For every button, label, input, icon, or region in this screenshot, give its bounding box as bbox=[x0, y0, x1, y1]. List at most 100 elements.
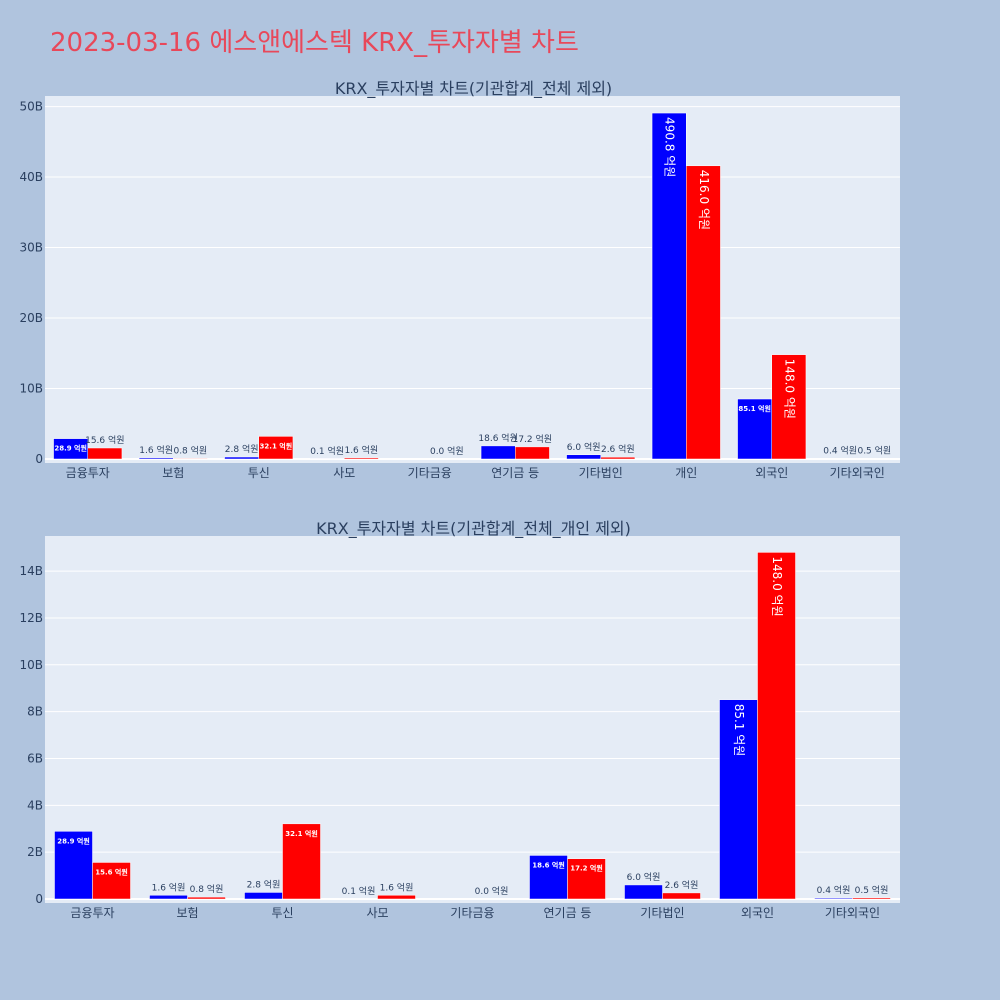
data-label: 1.6 억원 bbox=[344, 444, 378, 456]
bar-red bbox=[377, 895, 416, 900]
chart-title: KRX_투자자별 차트(기관합계_전체 제외) bbox=[335, 79, 612, 99]
data-label: 85.1 억원 bbox=[738, 404, 771, 413]
bar-red bbox=[515, 446, 550, 460]
bar-red bbox=[567, 858, 606, 900]
data-label: 0.0 억원 bbox=[430, 445, 464, 457]
y-tick-label: 0 bbox=[35, 452, 43, 466]
data-label: 1.6 억원 bbox=[380, 881, 414, 893]
data-label: 0.1 억원 bbox=[310, 445, 344, 457]
x-tick-label: 사모 bbox=[333, 466, 355, 480]
data-label: 18.6 억원 bbox=[478, 432, 517, 444]
bar-blue bbox=[54, 831, 93, 900]
bar-red bbox=[757, 552, 796, 900]
data-label: 0.0 억원 bbox=[475, 885, 509, 897]
bar-blue bbox=[566, 454, 601, 460]
x-tick-label: 기타법인 bbox=[640, 906, 684, 920]
data-label: 2.6 억원 bbox=[665, 879, 699, 891]
data-label: 28.9 억원 bbox=[57, 836, 90, 845]
data-label: 1.6 억원 bbox=[139, 444, 173, 456]
bar-red bbox=[282, 823, 321, 900]
data-label: 28.9 억원 bbox=[54, 444, 87, 453]
x-tick-label: 개인 bbox=[675, 466, 697, 480]
y-tick-label: 6B bbox=[27, 751, 43, 765]
y-tick-label: 10B bbox=[19, 658, 43, 672]
x-tick-label: 보험 bbox=[162, 466, 184, 480]
data-label: 15.6 억원 bbox=[85, 434, 124, 446]
data-label: 416.0 억원 bbox=[697, 170, 711, 230]
page-title: 2023-03-16 에스앤에스텍 KRX_투자자별 차트 bbox=[50, 28, 579, 58]
bar-red bbox=[173, 458, 208, 460]
x-tick-label: 외국인 bbox=[755, 466, 788, 480]
data-label: 490.8 억원 bbox=[663, 117, 677, 177]
data-label: 0.5 억원 bbox=[857, 445, 891, 457]
y-tick-label: 0 bbox=[35, 892, 43, 906]
y-tick-label: 10B bbox=[19, 382, 43, 396]
x-tick-label: 기타금융 bbox=[408, 466, 452, 480]
data-label: 17.2 억원 bbox=[513, 433, 552, 445]
x-tick-label: 금융투자 bbox=[70, 906, 114, 920]
data-label: 2.8 억원 bbox=[225, 443, 259, 455]
bar-red bbox=[600, 456, 636, 460]
bar-red bbox=[686, 165, 721, 460]
data-label: 2.8 억원 bbox=[247, 878, 281, 890]
y-tick-label: 30B bbox=[19, 241, 43, 255]
y-tick-label: 2B bbox=[27, 845, 43, 859]
y-tick-label: 4B bbox=[27, 798, 43, 812]
y-tick-label: 8B bbox=[27, 705, 43, 719]
data-label: 148.0 억원 bbox=[782, 359, 796, 419]
bar-red bbox=[771, 354, 807, 460]
data-label: 17.2 억원 bbox=[570, 864, 603, 873]
x-tick-label: 기타외국인 bbox=[830, 466, 885, 480]
bar-blue bbox=[244, 892, 283, 900]
bar-red bbox=[92, 862, 131, 900]
bar-blue bbox=[814, 897, 853, 900]
data-label: 32.1 억원 bbox=[260, 441, 293, 450]
bar-blue bbox=[138, 457, 174, 460]
data-label: 2.6 억원 bbox=[601, 443, 635, 455]
bar-red bbox=[258, 436, 294, 460]
data-label: 0.8 억원 bbox=[173, 444, 207, 456]
y-tick-label: 20B bbox=[19, 311, 43, 325]
x-tick-label: 기타법인 bbox=[579, 466, 623, 480]
bar-blue bbox=[224, 456, 260, 460]
x-tick-label: 연기금 등 bbox=[544, 906, 592, 920]
bar-red bbox=[344, 457, 379, 460]
bar-red bbox=[662, 892, 701, 900]
data-label: 85.1 억원 bbox=[732, 704, 746, 757]
x-tick-label: 연기금 등 bbox=[491, 466, 539, 480]
y-tick-label: 12B bbox=[19, 611, 43, 625]
bar-blue bbox=[480, 445, 516, 460]
x-tick-label: 투신 bbox=[271, 906, 293, 920]
data-label: 148.0 억원 bbox=[770, 556, 784, 616]
bar-blue bbox=[149, 895, 188, 900]
chart-title: KRX_투자자별 차트(기관합계_전체_개인 제외) bbox=[316, 519, 631, 539]
data-label: 18.6 억원 bbox=[532, 860, 565, 869]
bar-blue bbox=[737, 398, 772, 460]
bar-blue bbox=[651, 112, 687, 460]
x-tick-label: 금융투자 bbox=[66, 466, 110, 480]
x-tick-label: 외국인 bbox=[741, 906, 774, 920]
x-tick-label: 사모 bbox=[366, 906, 388, 920]
data-label: 6.0 억원 bbox=[627, 871, 661, 883]
data-label: 6.0 억원 bbox=[567, 441, 601, 453]
chart-1: KRX_투자자별 차트(기관합계_전체 제외) 0 10B 20B 30B 40B 50B 금… bbox=[19, 79, 900, 480]
y-tick-label: 14B bbox=[19, 564, 43, 578]
data-label: 32.1 억원 bbox=[285, 829, 318, 838]
data-label: 15.6 억원 bbox=[95, 867, 128, 876]
chart-2: KRX_투자자별 차트(기관합계_전체_개인 제외) 0 2B 4B 6B 8B 10B 12… bbox=[19, 519, 900, 920]
data-label: 0.4 억원 bbox=[823, 445, 857, 457]
data-label: 0.8 억원 bbox=[190, 883, 224, 895]
bar-blue bbox=[719, 699, 758, 900]
data-label: 0.1 억원 bbox=[342, 885, 376, 897]
data-label: 1.6 억원 bbox=[152, 881, 186, 893]
bar-red bbox=[852, 897, 891, 900]
x-tick-label: 기타금융 bbox=[450, 906, 494, 920]
data-label: 0.5 억원 bbox=[855, 884, 889, 896]
bar-red bbox=[87, 447, 123, 460]
bar-blue bbox=[624, 884, 663, 900]
data-label: 0.4 억원 bbox=[817, 884, 851, 896]
x-tick-label: 보험 bbox=[176, 906, 198, 920]
x-tick-label: 기타외국인 bbox=[825, 906, 880, 920]
bar-blue bbox=[529, 855, 568, 900]
